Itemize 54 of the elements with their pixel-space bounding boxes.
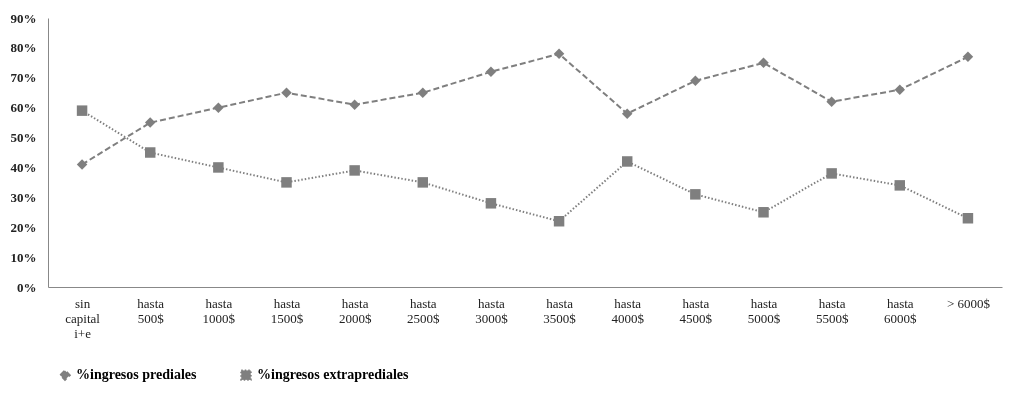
legend-label: %ingresos prediales bbox=[76, 367, 197, 383]
point bbox=[621, 108, 633, 119]
y-tick-label: 80% bbox=[10, 40, 37, 56]
x-tick-label: hasta 1500$ bbox=[270, 295, 304, 326]
x-tick-label: hasta 1000$ bbox=[202, 295, 236, 326]
point bbox=[349, 99, 360, 110]
point bbox=[621, 156, 633, 167]
x-tick-label: hasta 4000$ bbox=[611, 295, 645, 326]
point bbox=[962, 213, 974, 224]
point bbox=[962, 51, 974, 63]
y-tick-label: 90% bbox=[10, 10, 37, 26]
point bbox=[758, 207, 769, 218]
x-tick-label: hasta 4500$ bbox=[679, 295, 713, 326]
point bbox=[690, 75, 701, 87]
x-tick-label: hasta 6000$ bbox=[884, 295, 918, 326]
y-tick-label: 0% bbox=[17, 279, 37, 295]
point bbox=[894, 180, 906, 191]
point bbox=[144, 117, 156, 128]
point bbox=[281, 87, 292, 98]
x-tick-label: hasta 2500$ bbox=[407, 295, 441, 326]
point bbox=[485, 198, 497, 209]
point bbox=[281, 177, 292, 188]
x-tick-label: hasta 2000$ bbox=[338, 295, 372, 326]
y-tick-label: 70% bbox=[10, 70, 37, 86]
point bbox=[349, 165, 360, 176]
point bbox=[758, 57, 769, 69]
y-tick-label: 30% bbox=[10, 189, 37, 205]
y-tick-label: 60% bbox=[10, 100, 37, 116]
x-tick-label: hasta 5500$ bbox=[815, 295, 849, 326]
y-tick-label: 10% bbox=[10, 249, 37, 265]
point bbox=[213, 162, 224, 173]
x-tick-label: sin capital i+e bbox=[65, 295, 101, 341]
point bbox=[553, 48, 565, 60]
x-tick-label: hasta 3500$ bbox=[543, 295, 577, 326]
y-tick-label: 50% bbox=[10, 130, 37, 146]
point bbox=[485, 66, 497, 78]
point bbox=[417, 177, 429, 188]
point bbox=[144, 147, 156, 158]
point bbox=[417, 87, 429, 98]
x-tick-label: hasta 500$ bbox=[137, 295, 165, 326]
point bbox=[213, 102, 224, 113]
y-tick-label: 40% bbox=[10, 159, 37, 175]
y-tick-label: 20% bbox=[10, 219, 37, 235]
point bbox=[690, 189, 701, 200]
x-tick-label: hasta 3000$ bbox=[475, 295, 509, 326]
point bbox=[894, 84, 906, 95]
x-tick-label: hasta 5000$ bbox=[747, 295, 781, 326]
point bbox=[826, 168, 837, 179]
point bbox=[826, 96, 837, 107]
legend-label: %ingresos extraprediales bbox=[257, 367, 410, 383]
point bbox=[76, 105, 88, 116]
x-tick-label: > 6000$ bbox=[946, 295, 991, 311]
point bbox=[553, 216, 565, 227]
point bbox=[76, 159, 88, 170]
